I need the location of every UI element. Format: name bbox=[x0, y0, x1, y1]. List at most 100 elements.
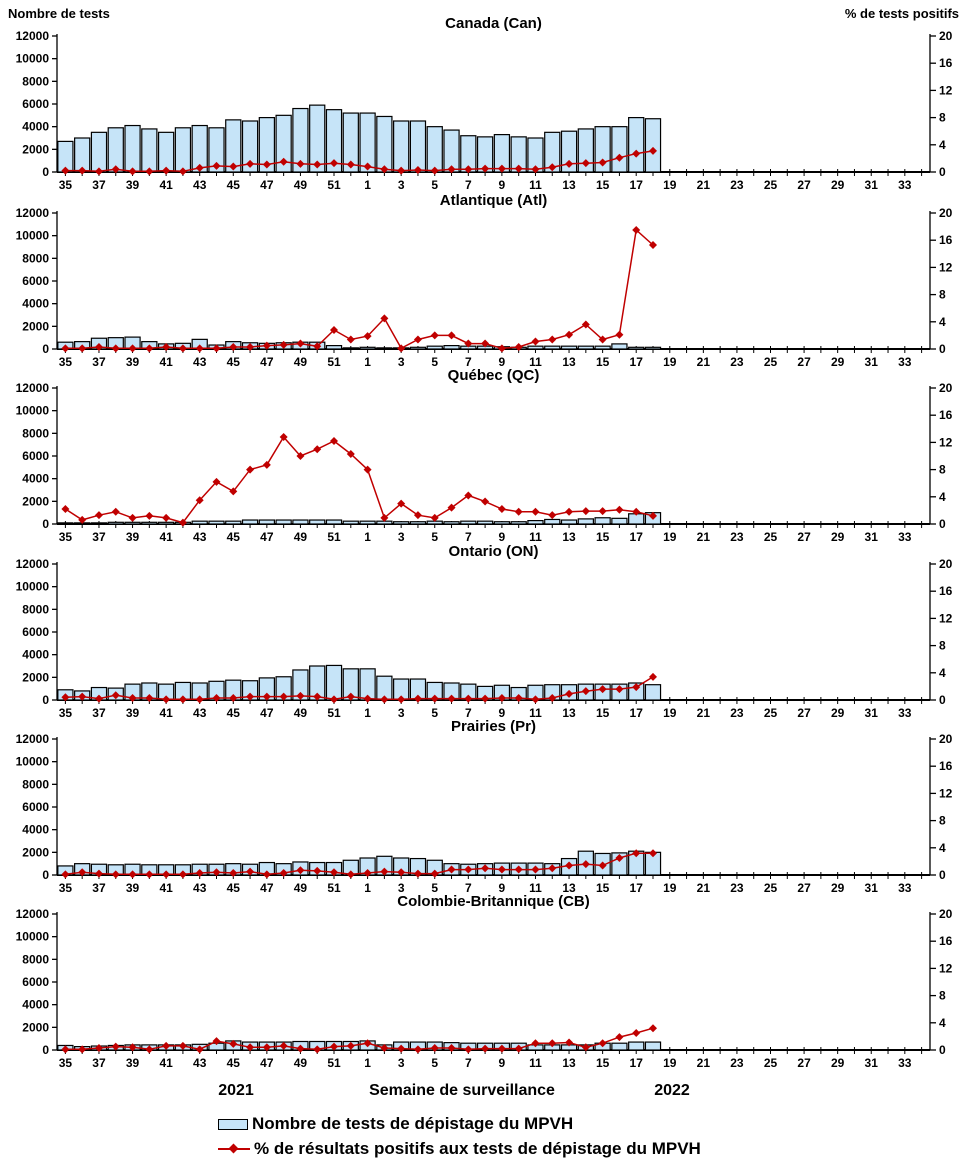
svg-text:35: 35 bbox=[59, 355, 73, 367]
svg-text:12: 12 bbox=[939, 786, 953, 800]
svg-text:12000: 12000 bbox=[16, 557, 50, 571]
svg-text:41: 41 bbox=[159, 1056, 173, 1068]
svg-text:10000: 10000 bbox=[16, 930, 50, 944]
svg-text:16: 16 bbox=[939, 56, 953, 70]
svg-text:12000: 12000 bbox=[16, 907, 50, 921]
svg-text:31: 31 bbox=[865, 530, 879, 542]
svg-text:23: 23 bbox=[730, 530, 744, 542]
svg-text:17: 17 bbox=[630, 178, 644, 190]
svg-text:45: 45 bbox=[227, 530, 241, 542]
svg-text:47: 47 bbox=[260, 881, 274, 893]
svg-text:49: 49 bbox=[294, 881, 308, 893]
svg-text:43: 43 bbox=[193, 1056, 207, 1068]
svg-text:25: 25 bbox=[764, 530, 778, 542]
svg-text:12000: 12000 bbox=[16, 732, 50, 746]
svg-text:19: 19 bbox=[663, 881, 677, 893]
svg-text:15: 15 bbox=[596, 1056, 610, 1068]
svg-text:19: 19 bbox=[663, 355, 677, 367]
svg-text:19: 19 bbox=[663, 1056, 677, 1068]
svg-text:Québec (QC): Québec (QC) bbox=[448, 367, 540, 384]
svg-text:10000: 10000 bbox=[16, 580, 50, 594]
svg-text:11: 11 bbox=[529, 706, 542, 718]
legend-item-tests: Nombre de tests de dépistage du MPVH bbox=[218, 1114, 701, 1134]
svg-text:31: 31 bbox=[865, 178, 879, 190]
svg-text:25: 25 bbox=[764, 706, 778, 718]
x-axis-title: Semaine de surveillance bbox=[369, 1082, 555, 1099]
svg-text:20: 20 bbox=[939, 557, 953, 571]
svg-text:4000: 4000 bbox=[22, 297, 49, 311]
svg-text:27: 27 bbox=[797, 706, 811, 718]
svg-text:51: 51 bbox=[327, 178, 341, 190]
svg-text:12000: 12000 bbox=[16, 206, 50, 220]
svg-text:17: 17 bbox=[630, 530, 644, 542]
svg-text:23: 23 bbox=[730, 1056, 744, 1068]
svg-text:9: 9 bbox=[499, 530, 506, 542]
svg-text:8: 8 bbox=[939, 288, 946, 302]
svg-text:37: 37 bbox=[92, 1056, 106, 1068]
svg-text:31: 31 bbox=[865, 355, 879, 367]
svg-text:35: 35 bbox=[59, 178, 73, 190]
svg-text:25: 25 bbox=[764, 1056, 778, 1068]
svg-text:2000: 2000 bbox=[22, 670, 49, 684]
svg-text:4: 4 bbox=[939, 841, 946, 855]
svg-text:3: 3 bbox=[398, 530, 405, 542]
svg-text:8000: 8000 bbox=[22, 251, 49, 265]
svg-text:47: 47 bbox=[260, 706, 274, 718]
svg-text:5: 5 bbox=[431, 355, 438, 367]
svg-text:23: 23 bbox=[730, 355, 744, 367]
svg-text:4: 4 bbox=[939, 666, 946, 680]
svg-text:51: 51 bbox=[327, 355, 341, 367]
svg-text:9: 9 bbox=[499, 1056, 506, 1068]
svg-text:35: 35 bbox=[59, 1056, 73, 1068]
svg-text:11: 11 bbox=[529, 178, 542, 190]
svg-text:39: 39 bbox=[126, 530, 140, 542]
svg-text:0: 0 bbox=[939, 165, 946, 179]
svg-text:27: 27 bbox=[797, 530, 811, 542]
svg-text:37: 37 bbox=[92, 706, 106, 718]
svg-text:23: 23 bbox=[730, 178, 744, 190]
svg-text:11: 11 bbox=[529, 530, 542, 542]
svg-text:12: 12 bbox=[939, 83, 953, 97]
svg-text:15: 15 bbox=[596, 881, 610, 893]
svg-text:16: 16 bbox=[939, 233, 953, 247]
svg-text:1: 1 bbox=[364, 881, 371, 893]
svg-text:1: 1 bbox=[364, 1056, 371, 1068]
svg-text:33: 33 bbox=[898, 706, 912, 718]
chart-panel-colombie-britannique: Colombie-Britannique (CB) 0 2000 4000 6000 80… bbox=[0, 892, 967, 1068]
svg-text:3: 3 bbox=[398, 355, 405, 367]
svg-text:45: 45 bbox=[227, 706, 241, 718]
svg-text:7: 7 bbox=[465, 178, 472, 190]
svg-text:10000: 10000 bbox=[16, 755, 50, 769]
svg-text:47: 47 bbox=[260, 530, 274, 542]
panel-chart-svg: Ontario (ON) 0 2000 4000 6000 8000 10000 12000 0… bbox=[16, 543, 953, 718]
svg-text:49: 49 bbox=[294, 706, 308, 718]
svg-text:43: 43 bbox=[193, 530, 207, 542]
svg-text:20: 20 bbox=[939, 381, 953, 395]
svg-text:3: 3 bbox=[398, 178, 405, 190]
svg-text:8: 8 bbox=[939, 111, 946, 125]
svg-text:3: 3 bbox=[398, 706, 405, 718]
svg-text:47: 47 bbox=[260, 355, 274, 367]
svg-text:17: 17 bbox=[630, 1056, 644, 1068]
svg-text:8: 8 bbox=[939, 463, 946, 477]
svg-text:11: 11 bbox=[529, 1056, 542, 1068]
svg-text:33: 33 bbox=[898, 881, 912, 893]
svg-text:39: 39 bbox=[126, 706, 140, 718]
svg-text:6000: 6000 bbox=[22, 800, 49, 814]
svg-text:9: 9 bbox=[499, 881, 506, 893]
svg-text:10000: 10000 bbox=[16, 52, 50, 66]
bar-swatch-icon bbox=[218, 1118, 248, 1130]
panel-chart-svg: Canada (Can) 0 2000 4000 6000 8000 10000 12000 0… bbox=[16, 15, 953, 190]
svg-text:1: 1 bbox=[364, 706, 371, 718]
svg-text:43: 43 bbox=[193, 881, 207, 893]
svg-text:17: 17 bbox=[630, 355, 644, 367]
svg-text:15: 15 bbox=[596, 178, 610, 190]
svg-text:9: 9 bbox=[499, 355, 506, 367]
svg-text:19: 19 bbox=[663, 530, 677, 542]
svg-text:19: 19 bbox=[663, 178, 677, 190]
svg-text:51: 51 bbox=[327, 1056, 341, 1068]
svg-text:33: 33 bbox=[898, 178, 912, 190]
svg-text:31: 31 bbox=[865, 706, 879, 718]
svg-text:0: 0 bbox=[42, 165, 49, 179]
